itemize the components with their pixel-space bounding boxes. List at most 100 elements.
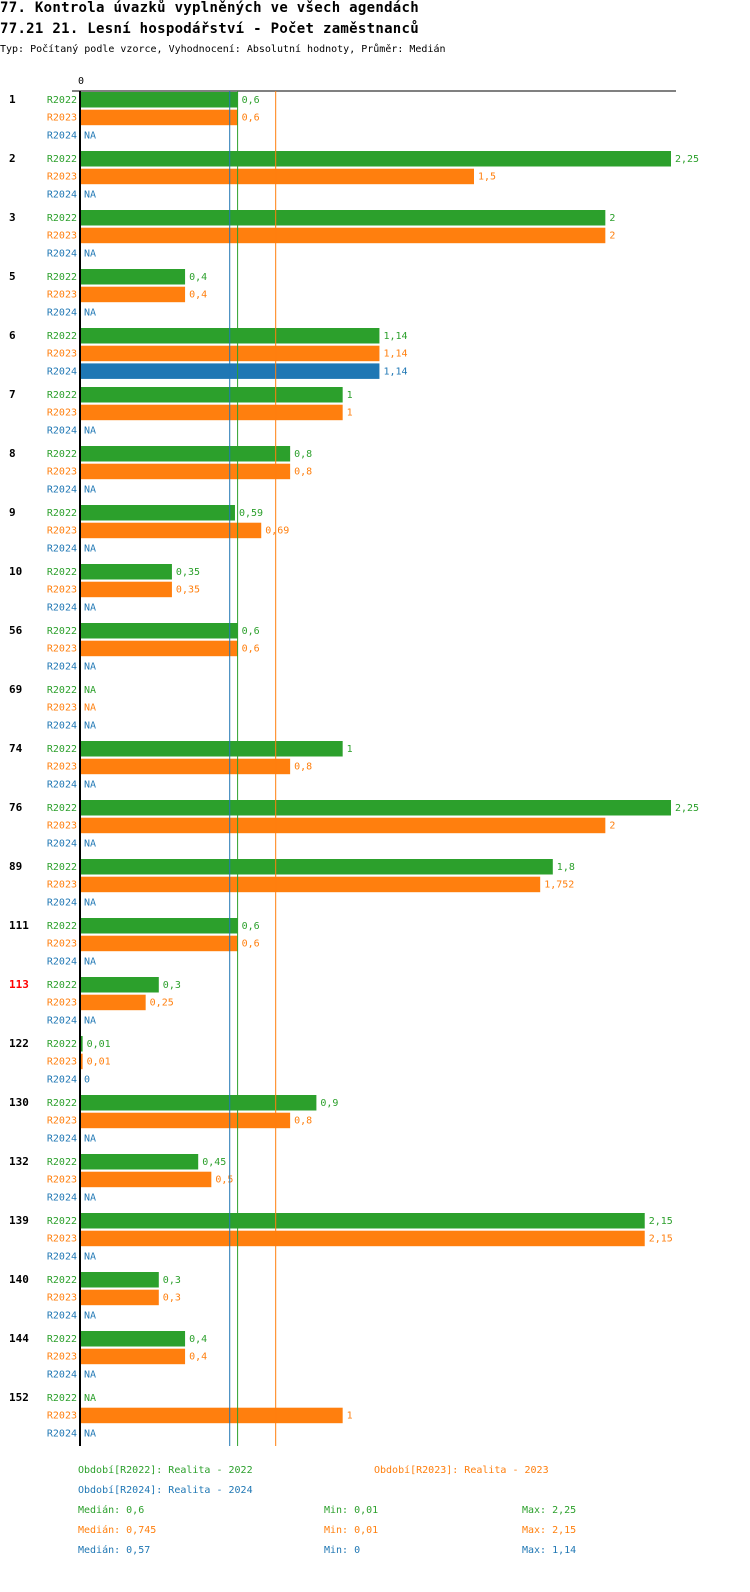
value-label: NA — [84, 661, 96, 672]
value-label: 2 — [609, 231, 615, 242]
bar — [80, 505, 235, 521]
bar — [80, 800, 671, 816]
series-label: R2024 — [47, 307, 77, 318]
bar — [80, 210, 606, 226]
series-label: R2022 — [47, 390, 77, 401]
bar — [80, 1213, 645, 1229]
series-label: R2022 — [47, 862, 77, 873]
value-label: 0,3 — [163, 1293, 181, 1304]
series-label: R2024 — [47, 1251, 77, 1262]
group-label: 1 — [9, 93, 16, 106]
bar — [80, 1171, 212, 1188]
group-label: 152 — [9, 1391, 29, 1404]
bar — [80, 1095, 317, 1111]
series-label: R2023 — [47, 762, 77, 773]
median-r2022: Medián: 0,6 — [78, 1505, 145, 1516]
bar — [80, 859, 553, 875]
value-label: 1 — [347, 744, 353, 755]
series-label: R2023 — [47, 1352, 77, 1363]
series-label: R2022 — [47, 921, 77, 932]
value-label: 0,69 — [265, 526, 289, 537]
series-label: R2024 — [47, 1133, 77, 1144]
value-label: 0,01 — [87, 1057, 111, 1068]
value-label: 2,25 — [675, 154, 699, 165]
value-label: 1,14 — [383, 366, 407, 377]
bar — [80, 151, 671, 167]
value-label: 0,6 — [242, 626, 260, 637]
series-label: R2024 — [47, 1428, 77, 1439]
bar — [80, 1407, 343, 1424]
bar — [80, 1272, 159, 1288]
bar — [80, 404, 343, 421]
value-label: 0,35 — [176, 585, 200, 596]
bar — [80, 918, 238, 934]
value-label: 1,14 — [383, 331, 407, 342]
group-label: 132 — [9, 1155, 29, 1168]
series-label: R2023 — [47, 821, 77, 832]
median-r2023: Medián: 0,745 — [78, 1525, 157, 1536]
legend-r2022: Období[R2022]: Realita - 2022 — [78, 1465, 253, 1476]
min-r2023: Min: 0,01 — [324, 1525, 379, 1536]
series-label: R2024 — [47, 956, 77, 967]
value-label: NA — [84, 1192, 96, 1203]
series-label: R2023 — [47, 408, 77, 419]
value-label: NA — [84, 956, 96, 967]
bar — [80, 640, 238, 657]
group-label: 122 — [9, 1037, 29, 1050]
x-tick-zero: 0 — [78, 76, 84, 87]
value-label: 2,15 — [649, 1234, 673, 1245]
value-label: NA — [84, 1369, 96, 1380]
bar — [80, 1154, 199, 1170]
bar — [80, 817, 606, 834]
page-title: 77. Kontrola úvazků vyplněných ve všech … — [0, 0, 419, 16]
value-label: NA — [84, 248, 96, 259]
bar — [80, 387, 343, 403]
value-label: NA — [84, 720, 96, 731]
group-label: 6 — [9, 329, 16, 342]
bar — [80, 269, 186, 285]
series-label: R2023 — [47, 1411, 77, 1422]
chart-subtitle: 77.21 21. Lesní hospodářství - Počet zam… — [0, 21, 419, 37]
bar — [80, 564, 172, 580]
bar — [80, 876, 541, 893]
series-label: R2022 — [47, 1039, 77, 1050]
series-label: R2023 — [47, 1116, 77, 1127]
series-label: R2022 — [47, 1393, 77, 1404]
value-label: NA — [84, 425, 96, 436]
series-label: R2023 — [47, 467, 77, 478]
bar — [80, 522, 262, 539]
series-label: R2023 — [47, 939, 77, 950]
group-label: 9 — [9, 506, 16, 519]
series-label: R2023 — [47, 231, 77, 242]
bar — [80, 1036, 83, 1052]
chart-info: Typ: Počítaný podle vzorce, Vyhodnocení:… — [0, 44, 446, 55]
series-label: R2022 — [47, 1275, 77, 1286]
value-label: 0,3 — [163, 1275, 181, 1286]
group-label: 5 — [9, 270, 16, 283]
value-label: NA — [84, 1428, 96, 1439]
series-label: R2022 — [47, 508, 77, 519]
value-label: NA — [84, 1015, 96, 1026]
series-label: R2023 — [47, 349, 77, 360]
value-label: NA — [84, 1251, 96, 1262]
value-label: NA — [84, 685, 96, 696]
series-label: R2022 — [47, 449, 77, 460]
value-label: 0,59 — [239, 508, 263, 519]
group-label: 56 — [9, 624, 23, 637]
series-label: R2024 — [47, 484, 77, 495]
bar — [80, 168, 474, 185]
bar — [80, 1331, 186, 1347]
group-label: 111 — [9, 919, 29, 932]
group-label: 113 — [9, 978, 29, 991]
group-label: 89 — [9, 860, 22, 873]
value-label: 0,25 — [150, 998, 174, 1009]
value-label: 0 — [84, 1074, 90, 1085]
bar — [80, 227, 606, 244]
value-label: NA — [84, 189, 96, 200]
value-label: NA — [84, 130, 96, 141]
series-label: R2024 — [47, 425, 77, 436]
bar — [80, 463, 291, 480]
value-label: NA — [84, 307, 96, 318]
series-label: R2024 — [47, 1310, 77, 1321]
value-label: 2,25 — [675, 803, 699, 814]
